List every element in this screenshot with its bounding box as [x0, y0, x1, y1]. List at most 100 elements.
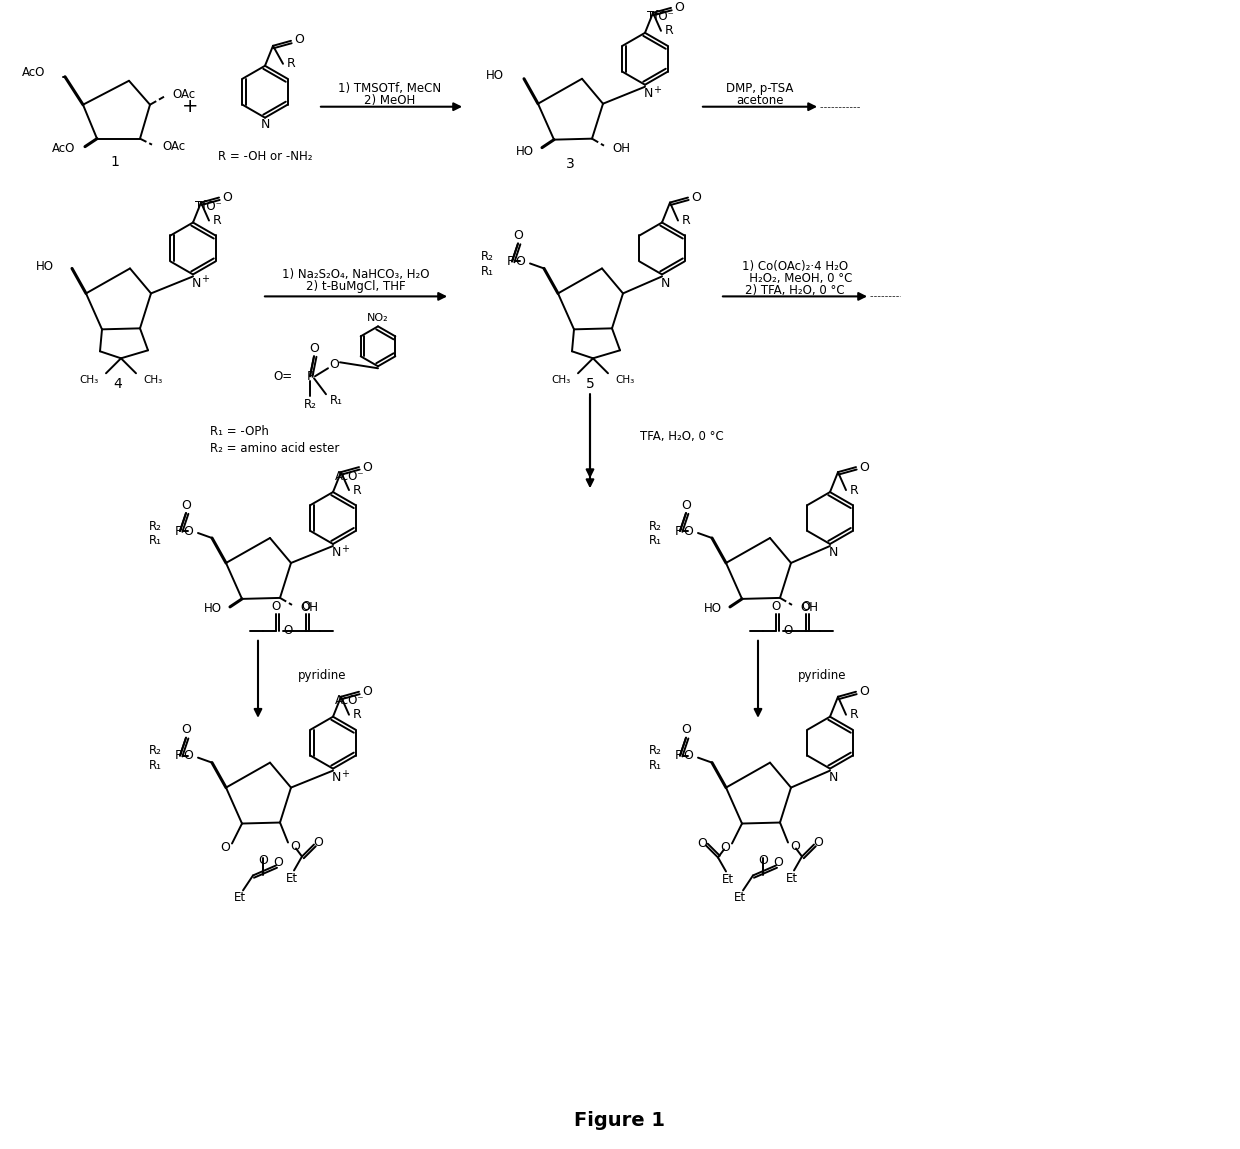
Text: 2) TFA, H₂O, 0 °C: 2) TFA, H₂O, 0 °C [745, 284, 844, 296]
Text: DMP, p-TSA: DMP, p-TSA [727, 83, 794, 95]
Text: O: O [758, 854, 768, 867]
Text: O: O [513, 229, 523, 242]
Text: O: O [790, 840, 800, 853]
Text: O: O [681, 499, 691, 511]
Text: O: O [301, 601, 311, 614]
Text: +: + [341, 769, 348, 779]
Text: OH: OH [613, 142, 630, 155]
Text: AcO⁻: AcO⁻ [335, 694, 365, 708]
Text: O: O [859, 685, 869, 699]
Text: O: O [362, 685, 372, 699]
Text: Et: Et [234, 890, 246, 904]
Text: N: N [644, 87, 652, 100]
Text: R: R [849, 484, 858, 496]
Text: R₂: R₂ [304, 398, 316, 410]
Text: R₁: R₁ [649, 759, 662, 772]
Text: R₁ = -OPh: R₁ = -OPh [210, 425, 269, 438]
Text: TfO⁻: TfO⁻ [195, 200, 222, 213]
Text: N: N [331, 771, 341, 784]
Text: O: O [801, 601, 811, 614]
Text: O: O [773, 856, 782, 869]
Text: R: R [352, 708, 361, 722]
Text: O: O [184, 749, 193, 762]
Text: P: P [675, 524, 682, 538]
Text: CH₃: CH₃ [79, 376, 99, 385]
Text: CH₃: CH₃ [615, 376, 634, 385]
Text: 2) t-BuMgCl, THF: 2) t-BuMgCl, THF [306, 280, 405, 293]
Text: 4: 4 [114, 377, 123, 392]
Text: NO₂: NO₂ [367, 314, 389, 323]
Text: TfO⁻: TfO⁻ [647, 10, 673, 23]
Text: AcO⁻: AcO⁻ [335, 470, 365, 483]
Text: O: O [329, 357, 339, 371]
Text: TFA, H₂O, 0 °C: TFA, H₂O, 0 °C [640, 430, 724, 442]
Text: Et: Et [286, 872, 298, 885]
Text: 1) TMSOTf, MeCN: 1) TMSOTf, MeCN [339, 83, 441, 95]
Text: O: O [681, 723, 691, 737]
Text: N: N [260, 118, 269, 131]
Text: 2) MeOH: 2) MeOH [365, 94, 415, 107]
Text: O: O [859, 461, 869, 473]
Text: O: O [813, 836, 823, 849]
Text: O: O [273, 856, 283, 869]
Text: HO: HO [36, 260, 55, 273]
Text: P: P [675, 749, 682, 762]
Text: P: P [175, 524, 182, 538]
Text: O: O [691, 191, 701, 205]
Text: 1) Co(OAc)₂·4 H₂O: 1) Co(OAc)₂·4 H₂O [742, 260, 848, 273]
Text: HO: HO [516, 145, 534, 159]
Text: +: + [201, 275, 210, 285]
Text: P: P [506, 255, 513, 268]
Text: N: N [661, 277, 670, 290]
Text: O: O [272, 601, 280, 614]
Text: O: O [222, 191, 232, 205]
Text: OAc: OAc [172, 88, 195, 101]
Text: R₂: R₂ [649, 745, 662, 757]
Text: HO: HO [704, 602, 722, 616]
Text: Et: Et [786, 872, 799, 885]
Text: acetone: acetone [737, 94, 784, 107]
Text: O: O [181, 499, 191, 511]
Text: O: O [258, 854, 268, 867]
Text: R₁: R₁ [330, 394, 343, 407]
Text: 3: 3 [565, 156, 574, 170]
Text: Et: Et [734, 890, 746, 904]
Text: CH₃: CH₃ [552, 376, 570, 385]
Text: AcO: AcO [52, 142, 74, 155]
Text: R₂: R₂ [149, 745, 162, 757]
Text: R₂: R₂ [649, 519, 662, 532]
Text: O: O [515, 255, 525, 268]
Text: R₂ = amino acid ester: R₂ = amino acid ester [210, 441, 340, 455]
Text: Figure 1: Figure 1 [574, 1111, 666, 1129]
Text: O: O [290, 840, 300, 853]
Text: N: N [828, 771, 838, 784]
Text: O: O [771, 601, 781, 614]
Text: CH₃: CH₃ [143, 376, 162, 385]
Text: N: N [331, 547, 341, 560]
Text: N: N [828, 547, 838, 560]
Text: P: P [306, 370, 314, 383]
Text: O: O [683, 524, 693, 538]
Text: R: R [849, 708, 858, 722]
Text: 5: 5 [585, 377, 594, 392]
Text: R₂: R₂ [481, 250, 494, 263]
Text: pyridine: pyridine [799, 669, 847, 683]
Text: R: R [682, 214, 691, 228]
Text: O: O [221, 841, 229, 854]
Text: OAc: OAc [162, 140, 185, 153]
Text: N: N [191, 277, 201, 290]
Text: OH: OH [800, 601, 818, 615]
Text: R₂: R₂ [149, 519, 162, 532]
Text: O: O [181, 723, 191, 737]
Text: R₁: R₁ [481, 265, 494, 278]
Text: O: O [720, 841, 730, 854]
Text: R: R [352, 484, 361, 496]
Text: 1) Na₂S₂O₄, NaHCO₃, H₂O: 1) Na₂S₂O₄, NaHCO₃, H₂O [283, 268, 430, 282]
Text: R₁: R₁ [149, 759, 162, 772]
Text: O: O [284, 624, 293, 638]
Text: O: O [309, 341, 319, 355]
Text: R: R [286, 57, 295, 70]
Text: R₁: R₁ [149, 534, 162, 547]
Text: O=: O= [273, 370, 291, 383]
Text: +: + [182, 98, 198, 116]
